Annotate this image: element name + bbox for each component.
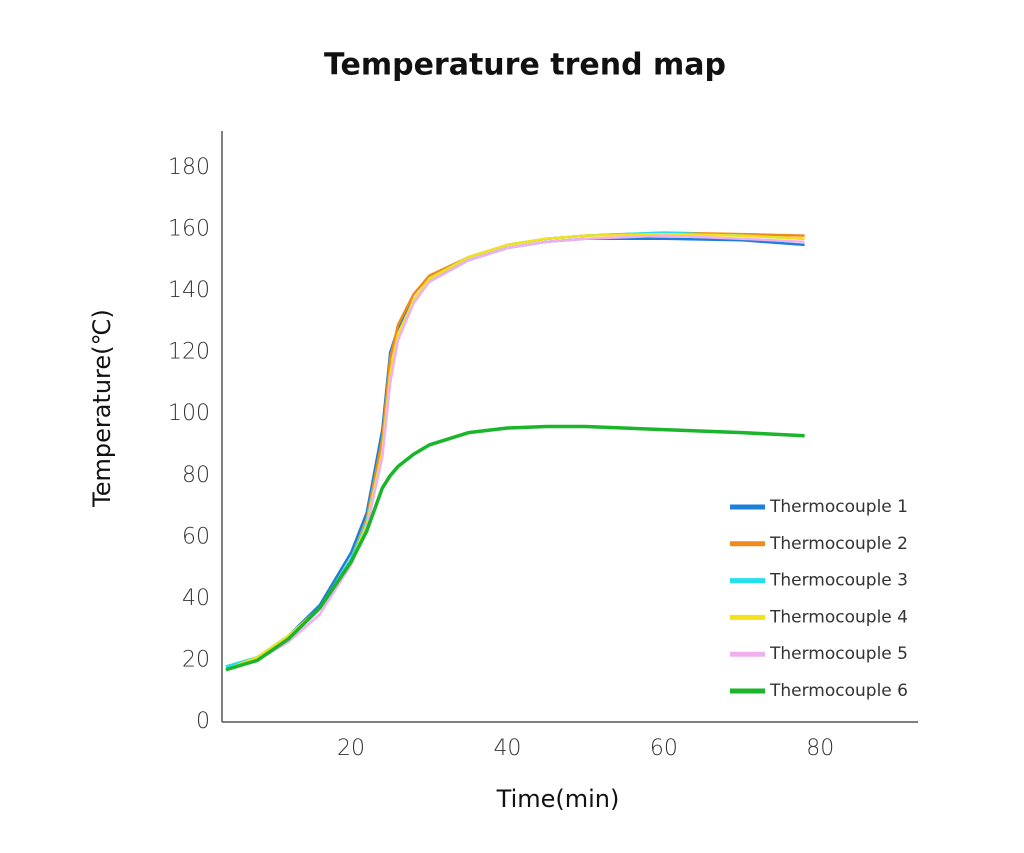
y-tick-label: 180 [168, 155, 210, 180]
series-line [225, 232, 805, 671]
x-tick-label: 80 [806, 736, 834, 761]
legend-label: Thermocouple 6 [769, 681, 908, 701]
x-axis-label: Time(min) [496, 785, 620, 813]
y-tick-label: 60 [182, 524, 210, 549]
y-tick-label: 0 [196, 709, 210, 734]
x-tick-label: 40 [493, 736, 521, 761]
x-tick-label: 60 [650, 736, 678, 761]
legend-label: Thermocouple 1 [769, 497, 908, 517]
y-tick-label: 80 [182, 463, 210, 488]
y-tick-label: 160 [168, 217, 210, 242]
x-tick-label: 20 [337, 736, 365, 761]
chart-title: Temperature trend map [324, 48, 726, 83]
series-line [225, 231, 805, 668]
legend-label: Thermocouple 4 [769, 607, 908, 627]
y-tick-label: 140 [168, 278, 210, 303]
series-line [225, 237, 805, 668]
y-tick-label: 20 [182, 647, 210, 672]
y-tick-label: 100 [168, 401, 210, 426]
y-tick-label: 120 [168, 340, 210, 365]
series-line [225, 424, 805, 672]
legend-label: Thermocouple 5 [769, 644, 908, 664]
legend-label: Thermocouple 2 [769, 534, 908, 554]
legend-label: Thermocouple 3 [769, 571, 908, 591]
series-line [225, 234, 805, 671]
y-axis-label: Temperature(℃) [88, 309, 116, 508]
series-line [225, 231, 805, 671]
y-tick-label: 40 [182, 586, 210, 611]
